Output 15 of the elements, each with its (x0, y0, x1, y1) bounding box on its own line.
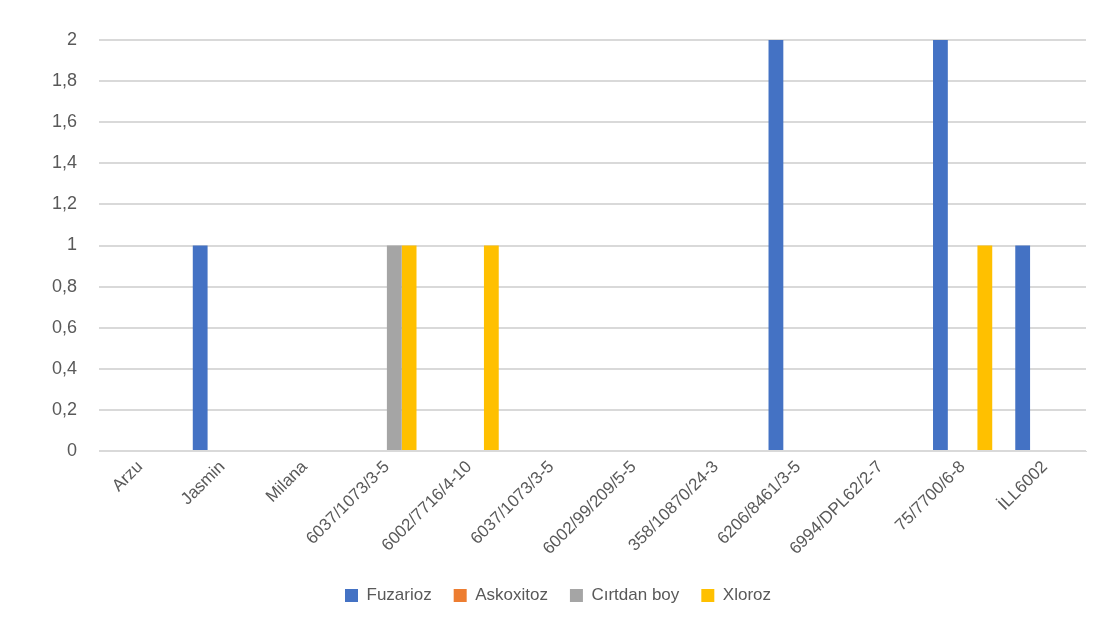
y-tick-label: 0,4 (51, 357, 78, 378)
y-tick-label: 2 (67, 28, 78, 49)
y-tick-label: 0,2 (51, 398, 78, 419)
legend-label: Askoxitoz (475, 585, 548, 605)
y-tick-label: 1,8 (51, 70, 78, 91)
y-tick-label: 1 (67, 234, 78, 255)
y-tick-label: 1,4 (51, 152, 78, 173)
legend-label: Xloroz (722, 585, 771, 605)
y-tick-label: 1,6 (51, 111, 78, 132)
y-tick-label: 0 (67, 439, 78, 460)
legend-label: Cırtdan boy (591, 585, 680, 605)
y-tick-label: 0,8 (51, 275, 78, 296)
y-tick-label: 1,2 (51, 193, 78, 214)
y-tick-label: 0,6 (51, 316, 78, 337)
legend-label: Fuzarioz (366, 585, 432, 605)
